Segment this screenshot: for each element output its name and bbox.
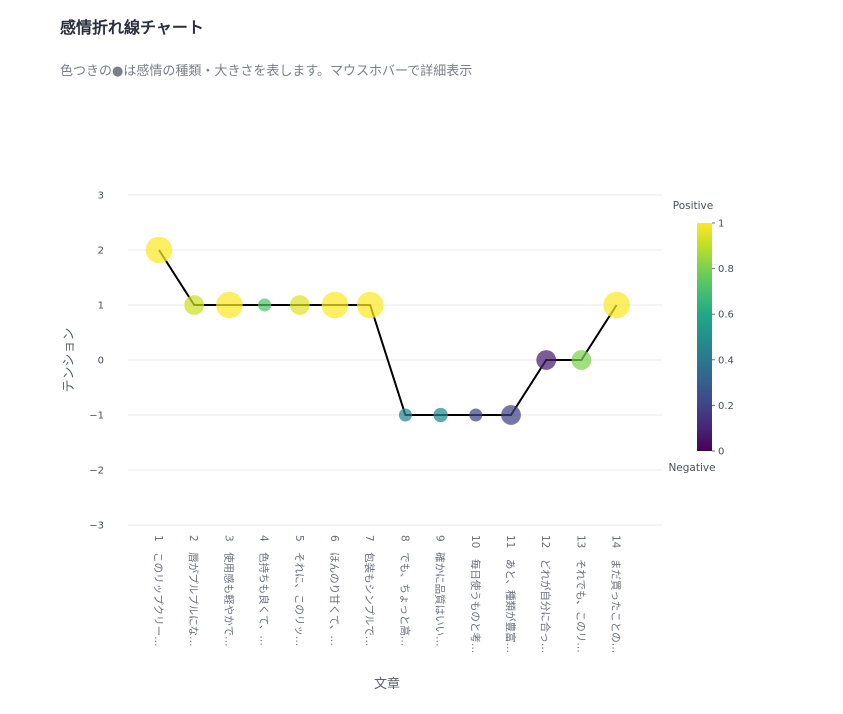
- x-tick-label: 2 唇がプルプルにな…: [187, 535, 200, 647]
- colorbar-tick-label: 0: [718, 447, 724, 458]
- y-tick-label: 2: [98, 246, 104, 257]
- x-axis-ticks: 1 このリップクリー… 2 唇がプルプルにな… 3 使用感も軽やかで… 4 色持ちも良…: [152, 535, 622, 653]
- y-tick-label: 0: [98, 356, 104, 367]
- data-points: [145, 236, 630, 425]
- x-tick-label: 11 あと、種類が豊富…: [504, 535, 517, 653]
- colorbar-top-label: Positive: [673, 200, 713, 212]
- y-tick-label: 1: [98, 301, 104, 312]
- data-point: [571, 350, 592, 370]
- colorbar-tick-label: 0.4: [718, 355, 734, 366]
- x-tick-label: 6 ほんのり甘くて、…: [328, 535, 341, 646]
- chart-title: 感情折れ線チャート: [60, 18, 204, 37]
- colorbar-gradient: [697, 223, 712, 451]
- colorbar-tick-label: 0.2: [718, 401, 734, 412]
- data-point: [398, 408, 412, 422]
- y-tick-label: −3: [89, 521, 104, 532]
- x-tick-label: 13 それでも、このリ…: [574, 535, 586, 653]
- colorbar-tick-label: 0.6: [718, 310, 734, 321]
- colorbar-bottom-label: Negative: [668, 462, 715, 474]
- x-tick-label: 7 包装もシンプルで…: [363, 535, 376, 646]
- x-tick-label: 10 毎日使うものと考…: [469, 535, 482, 653]
- x-tick-label: 9 確かに品質はいい…: [434, 535, 447, 647]
- data-point: [356, 291, 384, 319]
- x-tick-label: 8 でも、ちょっと高…: [398, 535, 411, 646]
- data-point: [289, 295, 310, 315]
- data-point: [184, 295, 205, 315]
- colorbar-tick-label: 0.8: [718, 264, 734, 275]
- data-point: [258, 298, 272, 312]
- x-axis-title: 文章: [374, 676, 400, 692]
- colorbar-tick-label: 1: [718, 219, 724, 230]
- series-line: [158, 249, 618, 416]
- data-point: [216, 291, 243, 319]
- data-point: [536, 350, 557, 370]
- y-axis-ticks: 3 2 1 0 −1 −2 −3: [89, 191, 104, 532]
- x-tick-label: 3 使用感も軽やかで…: [222, 535, 235, 647]
- y-tick-label: 3: [98, 191, 104, 202]
- colorbar: 1 0.8 0.6 0.4 0.2 0 Positive Negative: [668, 200, 733, 474]
- data-point: [433, 407, 448, 423]
- x-tick-label: 4 色持ちも良くて、…: [258, 535, 271, 646]
- data-point: [501, 405, 521, 425]
- y-tick-label: −1: [89, 411, 104, 422]
- data-point: [469, 408, 483, 422]
- chart-subtitle: 色つきの●は感情の種類・大きさを表します。マウスホバーで詳細表示: [60, 64, 473, 79]
- series-line-path: [158, 249, 618, 416]
- x-tick-label: 1 このリップクリー…: [152, 535, 164, 647]
- data-point: [321, 291, 349, 319]
- y-axis-title: テンション: [62, 327, 77, 392]
- y-tick-label: −2: [89, 466, 104, 477]
- x-tick-label: 14 まだ買ったことの…: [610, 535, 622, 653]
- x-tick-label: 5 それに、このリッ…: [293, 535, 305, 646]
- data-point: [603, 291, 630, 319]
- data-point: [145, 236, 173, 264]
- x-tick-label: 12 どれが自分に合っ…: [539, 535, 552, 653]
